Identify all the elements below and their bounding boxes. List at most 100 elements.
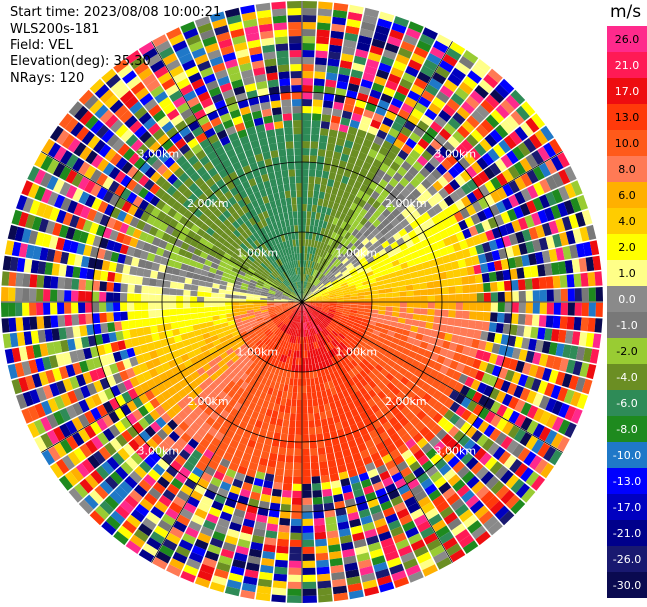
ray-gate xyxy=(371,82,385,93)
ray-gate xyxy=(304,253,307,261)
ray-gate xyxy=(330,165,338,174)
ray-gate xyxy=(174,356,184,366)
ray-gate xyxy=(405,182,416,193)
ray-gate xyxy=(374,517,387,529)
ray-gate xyxy=(401,329,411,337)
ray-gate xyxy=(282,490,292,498)
ray-gate xyxy=(354,135,365,145)
ray-gate xyxy=(193,248,203,257)
ray-gate xyxy=(449,389,460,401)
ray-gate xyxy=(182,405,193,416)
ray-gate xyxy=(182,339,191,347)
ray-gate xyxy=(356,405,365,415)
ray-gate xyxy=(275,308,283,312)
ray-gate xyxy=(307,314,312,322)
ray-gate xyxy=(211,297,219,302)
ray-gate xyxy=(264,328,271,335)
ray-gate xyxy=(366,363,375,372)
ray-gate xyxy=(302,260,305,267)
ray-gate xyxy=(33,419,46,435)
ray-gate xyxy=(148,104,162,117)
ray-gate xyxy=(510,89,526,105)
ray-gate xyxy=(222,355,232,364)
ray xyxy=(1,287,302,302)
ray-gate xyxy=(50,125,64,142)
ray-gate xyxy=(99,500,115,515)
ray-gate xyxy=(463,514,478,529)
ray-gate xyxy=(406,296,414,302)
ray-gate xyxy=(379,162,390,173)
ray-gate xyxy=(308,183,315,191)
ray-gate xyxy=(309,434,317,442)
ray-gate xyxy=(181,59,196,71)
ray-gate xyxy=(96,418,108,432)
ray xyxy=(302,180,583,302)
ray-gate xyxy=(467,520,482,534)
ray-gate xyxy=(393,332,402,340)
ray-gate xyxy=(119,480,133,494)
ray-gate xyxy=(139,498,154,512)
ray-gate xyxy=(371,309,379,314)
ray xyxy=(302,302,603,317)
ray-gate xyxy=(478,184,490,197)
ray-gate xyxy=(239,242,248,251)
ray-gate xyxy=(217,517,230,529)
ray-gate xyxy=(363,312,372,317)
ray-gate xyxy=(308,302,316,305)
ray-gate xyxy=(187,350,196,359)
ray-gate xyxy=(220,276,229,282)
ray-gate xyxy=(395,381,406,391)
ray-gate xyxy=(411,394,422,405)
ray-gate xyxy=(487,217,498,229)
ray-gate xyxy=(356,253,365,261)
ray-gate xyxy=(84,425,97,439)
ray-gate xyxy=(313,405,320,414)
ray-gate xyxy=(209,537,224,549)
ray-gate xyxy=(148,367,159,378)
ray-gate xyxy=(592,255,602,271)
ray-gate xyxy=(304,288,307,296)
ray-gate xyxy=(239,135,250,145)
ray-gate xyxy=(144,203,155,215)
ray-gate xyxy=(244,349,253,357)
ray-gate xyxy=(237,340,246,348)
ray-gate xyxy=(364,298,372,302)
ray-gate xyxy=(489,500,505,515)
ray-gate xyxy=(114,321,123,332)
ray-gate xyxy=(276,243,282,251)
ray-gate xyxy=(329,223,336,232)
ray-gate xyxy=(520,188,532,202)
ray-gate xyxy=(329,303,337,306)
ray-gate xyxy=(362,455,373,466)
ray-gate xyxy=(396,322,405,329)
ray-gate xyxy=(261,487,272,496)
ray-gate xyxy=(311,311,317,318)
ray-gate xyxy=(302,71,314,79)
ray-gate xyxy=(335,311,343,315)
ray-gate xyxy=(108,411,120,424)
ray-gate xyxy=(346,252,354,260)
ray-gate xyxy=(505,94,520,110)
ray-gate xyxy=(199,322,208,329)
ray-gate xyxy=(483,74,499,89)
ray-gate xyxy=(269,274,276,280)
ray-gate xyxy=(288,297,296,301)
ray-gate xyxy=(87,135,101,150)
ray-gate xyxy=(186,34,201,46)
ray-gate xyxy=(346,576,361,586)
ray-gate xyxy=(384,315,392,321)
ray-gate xyxy=(434,295,442,302)
ray-gate xyxy=(58,264,67,277)
ray-gate xyxy=(288,303,296,305)
ray-gate xyxy=(236,217,245,226)
ray-gate xyxy=(249,387,258,396)
ray-gate xyxy=(305,315,309,323)
ray-gate xyxy=(532,197,544,212)
ray-gate xyxy=(257,279,265,285)
ray-gate xyxy=(228,323,237,330)
ray-gate xyxy=(173,426,185,437)
ray-gate xyxy=(513,205,524,219)
ray-gate xyxy=(514,126,529,141)
ray-gate xyxy=(42,356,52,371)
ray-gate xyxy=(308,176,315,184)
